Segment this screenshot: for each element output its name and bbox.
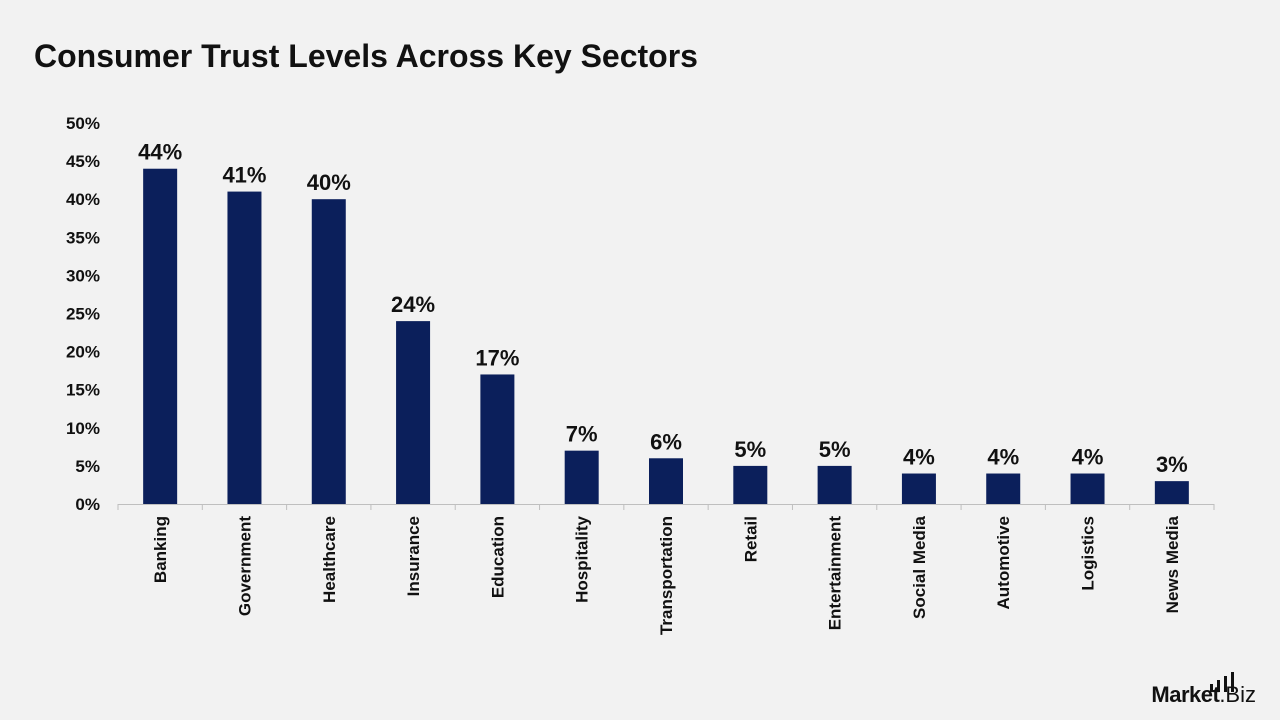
brand-name-light: .Biz bbox=[1219, 682, 1256, 707]
data-label: 4% bbox=[1072, 445, 1104, 470]
data-label: 7% bbox=[566, 422, 598, 447]
x-axis bbox=[117, 504, 1215, 510]
data-labels: 44% 41% 40% 24% 17% 7% 6% 5% 5% 4% 4% 4% 3% bbox=[138, 140, 1188, 477]
bar-banking bbox=[143, 168, 178, 504]
category-label: Hospitality bbox=[573, 515, 592, 602]
data-label: 5% bbox=[819, 437, 851, 462]
bar-insurance bbox=[396, 321, 431, 504]
y-tick-label: 0% bbox=[75, 495, 100, 514]
category-labels: Banking Government Healthcare Insurance Educ… bbox=[151, 515, 1182, 635]
bar-government bbox=[227, 191, 262, 504]
category-label: Government bbox=[235, 516, 254, 616]
chart-title: Consumer Trust Levels Across Key Sectors bbox=[34, 38, 698, 74]
category-label: News Media bbox=[1163, 515, 1182, 613]
bar-automotive bbox=[986, 473, 1021, 504]
data-label: 4% bbox=[987, 445, 1019, 470]
category-label: Education bbox=[488, 516, 507, 598]
bar-transportation bbox=[649, 458, 683, 504]
y-tick-label: 50% bbox=[66, 114, 100, 133]
bar-logistics bbox=[1070, 473, 1105, 504]
y-tick-label: 35% bbox=[66, 228, 100, 247]
category-label: Logistics bbox=[1079, 516, 1098, 591]
bar-healthcare bbox=[311, 199, 346, 504]
category-label: Automotive bbox=[994, 516, 1013, 610]
category-label: Entertainment bbox=[826, 516, 845, 631]
category-label: Transportation bbox=[657, 516, 676, 635]
bar-news-media bbox=[1154, 481, 1189, 504]
brand-name-bold: Market bbox=[1151, 682, 1220, 707]
category-label: Insurance bbox=[404, 516, 423, 596]
data-label: 41% bbox=[222, 163, 266, 188]
data-label: 44% bbox=[138, 140, 182, 165]
data-label: 40% bbox=[307, 170, 351, 195]
y-tick-label: 10% bbox=[66, 419, 100, 438]
category-label: Banking bbox=[151, 516, 170, 583]
y-tick-label: 45% bbox=[66, 152, 100, 171]
data-label: 17% bbox=[475, 345, 519, 370]
bar-chart-icon bbox=[1210, 672, 1234, 692]
bar-retail bbox=[733, 465, 768, 504]
y-tick-label: 15% bbox=[66, 381, 100, 400]
category-label: Healthcare bbox=[320, 516, 339, 603]
brand-logo: Market .Biz bbox=[1151, 682, 1256, 708]
y-tick-label: 30% bbox=[66, 266, 100, 285]
y-tick-label: 5% bbox=[75, 457, 100, 476]
bar-hospitality bbox=[564, 450, 599, 504]
data-label: 4% bbox=[903, 445, 935, 470]
data-label: 3% bbox=[1156, 452, 1188, 477]
data-label: 24% bbox=[391, 292, 435, 317]
data-label: 5% bbox=[734, 437, 766, 462]
y-tick-label: 20% bbox=[66, 343, 100, 362]
category-label: Social Media bbox=[910, 515, 929, 619]
bar-entertainment bbox=[817, 465, 852, 504]
bars bbox=[143, 168, 1189, 504]
y-tick-label: 25% bbox=[66, 305, 100, 324]
y-axis: 0% 5% 10% 15% 20% 25% 30% 35% 40% 45% 50% bbox=[66, 114, 100, 514]
category-label: Retail bbox=[741, 516, 760, 562]
bar-education bbox=[480, 374, 515, 504]
bar-social-media bbox=[901, 473, 936, 504]
y-tick-label: 40% bbox=[66, 190, 100, 209]
data-label: 6% bbox=[650, 429, 682, 454]
